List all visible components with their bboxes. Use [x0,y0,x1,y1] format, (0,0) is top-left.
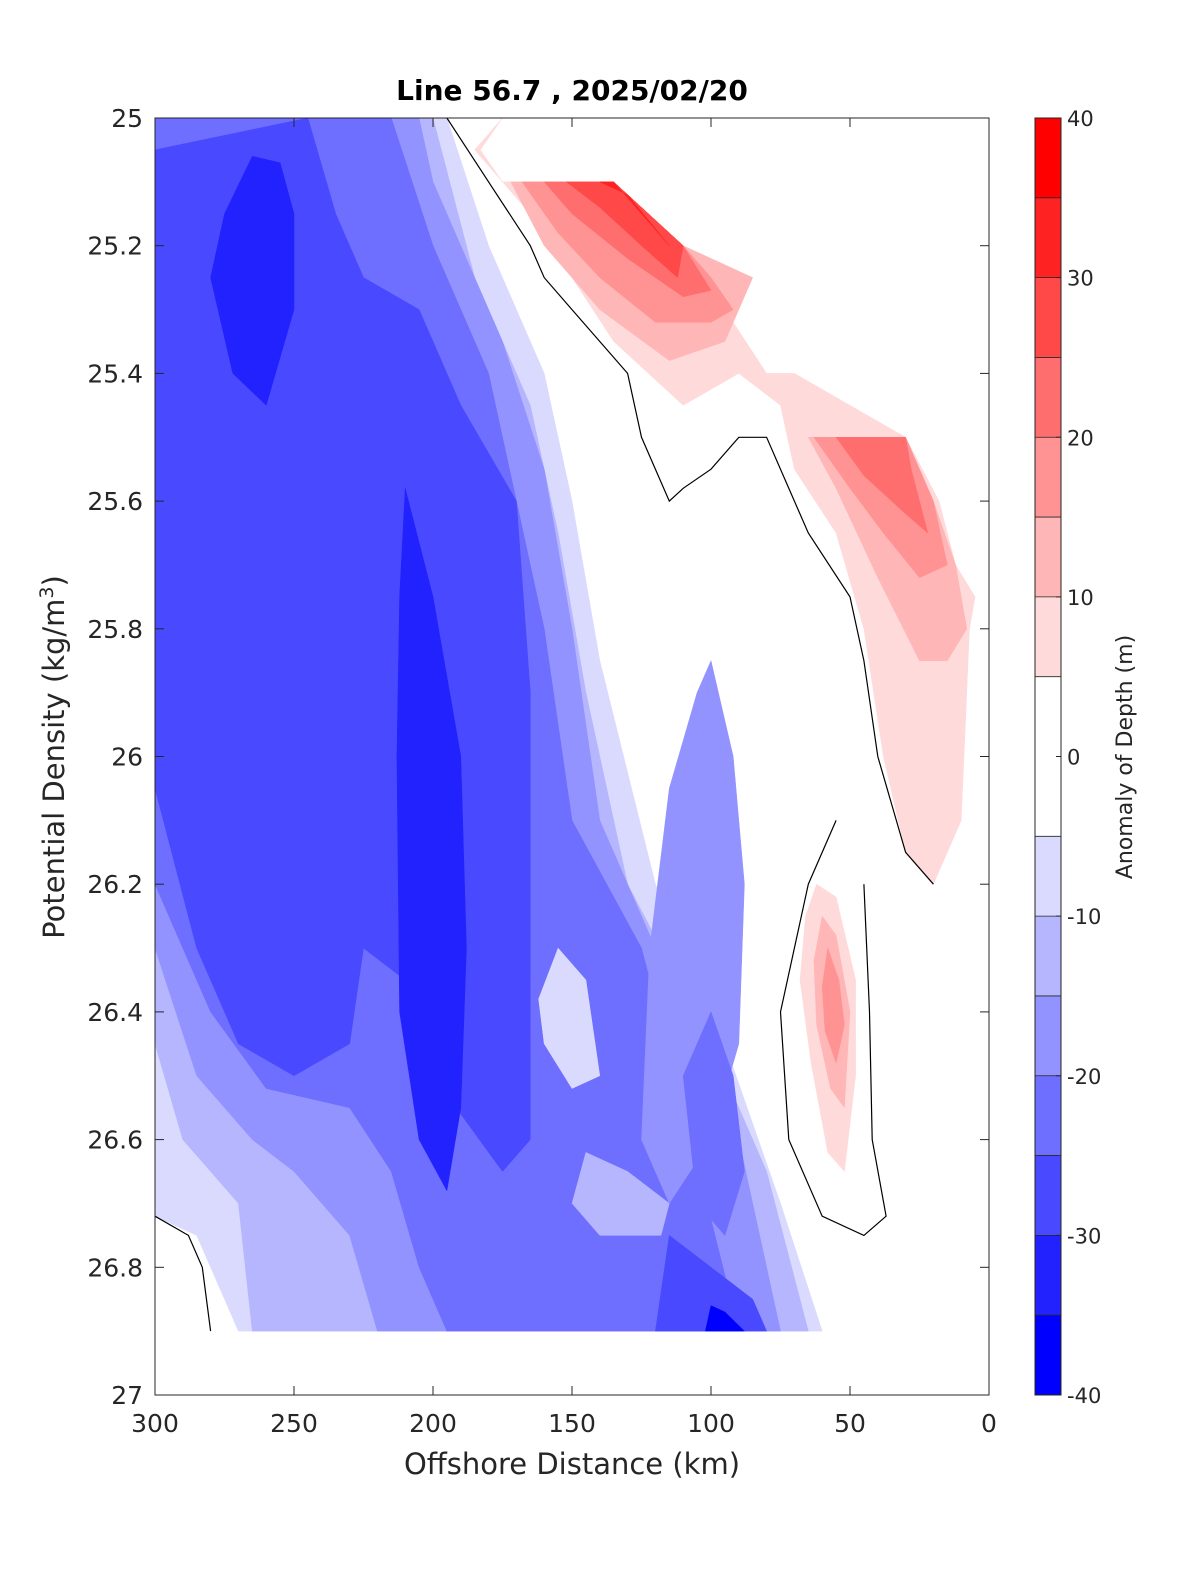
zero-contour-line-0 [154,1215,212,1332]
x-tick-label-3: 150 [548,1409,596,1438]
contour-region-7 [210,156,295,406]
colorbar-tick-label-3: 10 [1067,586,1094,610]
colorbar-tick-label-6: -20 [1067,1065,1101,1089]
colorbar-band-4 [1035,995,1061,1076]
contour-region-22 [813,437,948,579]
plot-area: 300 250 200 150 100 50 0 2525.225.425.625.8262… [87,104,997,1438]
y-tick-label-3: 25.6 [87,487,143,516]
y-axis-label-tail: ) [37,575,71,586]
x-tick-label-0: 300 [131,1409,179,1438]
y-axis-label: Potential Density (kg/m3) [36,575,71,939]
x-tick-label-2: 200 [409,1409,457,1438]
y-tick-label-10: 27 [111,1381,143,1410]
colorbar-band-3 [1035,1075,1061,1156]
y-tick-label-6: 26.2 [87,870,143,899]
colorbar-band-0 [1035,1315,1061,1395]
contour-region-13 [705,1305,746,1332]
zero-contour-layer [154,117,934,1332]
colorbar-tick-label-1: 30 [1067,267,1094,291]
x-tick-label-6: 0 [981,1409,997,1438]
y-axis: 25 25.2 25.4 25.6 25.8 26 26.2 26.4 26.6 26.8 27 [87,104,989,1410]
colorbar-label: Anomaly of Depth (m) [1113,635,1138,879]
colorbar-bands [1035,118,1061,1395]
x-axis: 300 250 200 150 100 50 0 [131,118,997,1438]
colorbar-band-5 [1035,916,1061,996]
x-tick-label-5: 50 [834,1409,866,1438]
contour-region-24 [835,437,929,534]
colorbar-band-6 [1035,836,1061,917]
colorbar-tick-label-5: -10 [1067,905,1101,929]
colorbar-tick-label-2: 20 [1067,426,1094,450]
colorbar-band-13 [1035,197,1061,278]
y-tick-label-2: 25.4 [87,359,143,388]
colorbar-ticks: 40 30 20 10 0 -10 -20 -30 -40 [1056,107,1101,1408]
contour-region-11 [682,1011,745,1236]
contour-region-12 [655,1234,767,1332]
contour-region-9 [538,947,601,1089]
y-tick-label-0: 25 [111,104,143,133]
colorbar-tick-label-4: 0 [1067,746,1080,770]
colorbar-band-2 [1035,1155,1061,1236]
x-axis-label: Offshore Distance (km) [404,1447,740,1481]
colorbar-band-9 [1035,517,1061,597]
colorbar-tick-label-0: 40 [1067,107,1094,131]
colorbar-band-1 [1035,1235,1061,1316]
colorbar-tick-label-7: -30 [1067,1224,1101,1248]
y-tick-label-1: 25.2 [87,232,143,261]
colorbar-band-12 [1035,277,1061,358]
y-tick-label-7: 26.4 [87,998,143,1027]
y-tick-label-5: 26 [111,743,143,772]
y-tick-label-4: 25.8 [87,615,143,644]
contour-region-26 [599,181,670,246]
y-tick-label-8: 26.6 [87,1126,143,1155]
contour-region-17 [821,948,845,1064]
zero-contour-line-1 [446,117,934,885]
colorbar: 40 30 20 10 0 -10 -20 -30 -40 Anomaly of Depth (… [1034,107,1138,1408]
y-axis-label-superscript: 3 [36,586,58,598]
colorbar-tick-label-8: -40 [1067,1384,1101,1408]
y-axis-label-main: Potential Density (kg/m [37,599,71,939]
colorbar-band-8 [1035,596,1061,677]
contour-region-6 [396,488,467,1192]
chart-title: Line 56.7 , 2025/02/20 [396,74,748,107]
x-tick-label-4: 100 [687,1409,735,1438]
x-tick-label-1: 250 [270,1409,318,1438]
y-tick-label-9: 26.8 [87,1253,143,1282]
contour-region-10 [571,1152,670,1236]
colorbar-band-10 [1035,437,1061,518]
contour-fill-layer [154,117,976,1332]
colorbar-band-11 [1035,357,1061,438]
colorbar-band-14 [1035,118,1061,198]
zero-contour-line-2 [779,820,887,1237]
